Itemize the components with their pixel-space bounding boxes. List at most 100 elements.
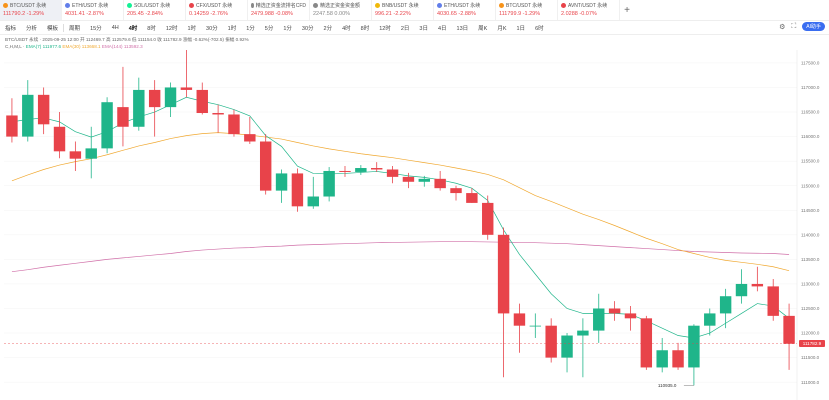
- interval-tab[interactable]: 13日: [456, 25, 469, 32]
- candle-body: [466, 193, 478, 203]
- interval-tab[interactable]: 1分: [246, 25, 255, 32]
- coin-icon: [437, 3, 442, 8]
- candle-body: [212, 113, 224, 115]
- ticker-tab[interactable]: ETH/USDT 永续 4030.65 -2.88%: [434, 0, 496, 20]
- ema-slow-label: EMA(144) 113592.3: [101, 44, 143, 49]
- ema-mid-label: EMA(30) 113668.1: [62, 44, 101, 49]
- y-tick-label: 111500.0: [801, 355, 820, 360]
- settings-icon[interactable]: ⚙: [779, 23, 786, 31]
- candle-body: [735, 283, 748, 297]
- interval-tab[interactable]: 15分: [90, 25, 102, 32]
- y-tick-label: 113000.0: [801, 282, 820, 287]
- interval-tab[interactable]: 月K: [497, 25, 507, 32]
- candle-body: [275, 173, 288, 191]
- candle-body: [386, 169, 399, 177]
- interval-tab[interactable]: 3日: [419, 25, 428, 32]
- ticker-name: CFX/USDT 永续: [189, 2, 244, 9]
- y-tick-label: 114000.0: [801, 232, 820, 237]
- ai-assistant-button[interactable]: AI助手: [802, 22, 825, 31]
- ticker-tab[interactable]: CFX/USDT 永续 0.14259 -2.76%: [186, 0, 248, 20]
- ticker-value: 111799.9 -1.29%: [499, 11, 541, 17]
- interval-tab[interactable]: 4时: [128, 25, 138, 32]
- candle-body: [418, 178, 430, 182]
- candle-body: [450, 188, 462, 194]
- ticker-tab[interactable]: 精选正资金资金额 2247.58 0.00%: [310, 0, 372, 20]
- ticker-tab[interactable]: BTC/USDT 永续 111799.9 -1.29%: [496, 0, 558, 20]
- interval-tab[interactable]: 4日: [437, 25, 447, 32]
- interval-tab[interactable]: 2分: [323, 25, 333, 32]
- ticker-bar: BTC/USDT 永续 111790.2 -1.29% ETH/USDT 永续 403…: [0, 0, 829, 21]
- ticker-value: 2479.988 -0.08%: [251, 11, 293, 17]
- candle-body: [434, 178, 446, 189]
- y-tick-label: 111000.0: [801, 380, 820, 385]
- candle-body: [545, 325, 557, 358]
- fullscreen-icon[interactable]: ⛶: [791, 22, 797, 30]
- candlestick-chart[interactable]: 111000.0 111500.0 112000.0 112500.0 113000.0…: [0, 50, 829, 400]
- toolbar-item[interactable]: 模板: [47, 25, 59, 32]
- candle-body: [22, 94, 34, 137]
- candle-body: [117, 107, 129, 127]
- toolbar-item[interactable]: 分析: [26, 25, 38, 32]
- ticker-tab[interactable]: BTC/USDT 永续 111790.2 -1.29%: [0, 0, 62, 20]
- candle-body: [783, 315, 795, 344]
- ticker-name: BTC/USDT 永续: [499, 2, 554, 9]
- candle-body: [228, 114, 240, 135]
- interval-tab[interactable]: 12时: [165, 25, 178, 32]
- ohlc-text: BTC/USDT 永续 · 2025-09-25 12:00 开 112469.…: [5, 37, 249, 42]
- ticker-value: 4031.41 -2.87%: [65, 11, 104, 17]
- candle-body: [402, 176, 415, 182]
- interval-tab[interactable]: 8时: [360, 25, 370, 32]
- interval-tab[interactable]: 6时: [535, 25, 544, 32]
- ticker-name: 精选正资金资金额: [313, 2, 368, 9]
- toolbar-item[interactable]: 指标: [5, 25, 17, 32]
- ema-info: C,H,M,L · EMA(7) 111977.6 EMA(30) 113668…: [5, 44, 143, 49]
- coin-icon: [65, 3, 70, 8]
- coin-icon: [3, 3, 8, 8]
- interval-tab[interactable]: 1时: [227, 25, 237, 32]
- ticker-tab[interactable]: 精选正资金流排名CFD 2479.988 -0.08%: [248, 0, 310, 20]
- interval-tab[interactable]: 1时: [187, 25, 197, 32]
- interval-tab[interactable]: 30分: [301, 25, 314, 32]
- y-tick-label: 114500.0: [801, 208, 820, 213]
- candle-body: [148, 89, 161, 108]
- y-tick-label: 115500.0: [801, 159, 820, 164]
- candle-body: [529, 325, 542, 327]
- candle-body: [164, 87, 177, 108]
- interval-tab[interactable]: 2日: [400, 25, 410, 32]
- ema-fast-line: [11, 96, 790, 339]
- ticker-tab[interactable]: SOL/USDT 永续 205.45 -2.84%: [124, 0, 186, 20]
- candle-body: [6, 115, 18, 137]
- coin-icon: [499, 3, 504, 8]
- candle-body: [53, 126, 66, 152]
- interval-tab[interactable]: 周K: [478, 25, 488, 32]
- ticker-tab[interactable]: BNB/USDT 永续 996.21 -2.22%: [372, 0, 434, 20]
- ema-prefix: C,H,M,L ·: [5, 44, 26, 49]
- interval-tab[interactable]: 12时: [379, 25, 391, 32]
- candle-body: [291, 173, 304, 207]
- ticker-name: BTC/USDT 永续: [3, 2, 58, 9]
- candle-body: [561, 335, 573, 358]
- interval-tab[interactable]: 1日: [516, 25, 526, 32]
- candle-body: [640, 318, 653, 368]
- ticker-name: AVNT/USDT 永续: [561, 2, 616, 9]
- ticker-name: ETH/USDT 永续: [437, 2, 492, 9]
- interval-tab[interactable]: 5分: [264, 25, 274, 32]
- interval-tab[interactable]: 4时: [342, 25, 351, 32]
- interval-tab[interactable]: 4H: [111, 24, 119, 31]
- ticker-value: 111790.2 -1.29%: [3, 11, 45, 17]
- interval-tab[interactable]: 8时: [147, 25, 156, 32]
- add-tab-button[interactable]: +: [624, 4, 630, 16]
- ticker-value: 2.0288 -0.07%: [561, 11, 597, 17]
- candle-body: [751, 283, 764, 287]
- candle-body: [244, 134, 256, 142]
- y-tick-label: 117500.0: [801, 61, 820, 66]
- ticker-tab[interactable]: AVNT/USDT 永续 2.0288 -0.07%: [558, 0, 620, 20]
- candle-body: [85, 148, 97, 159]
- ticker-value: 4030.65 -2.88%: [437, 11, 476, 17]
- interval-tab[interactable]: 周期: [69, 25, 81, 32]
- ticker-tab[interactable]: ETH/USDT 永续 4031.41 -2.87%: [62, 0, 124, 20]
- coin-icon: [189, 3, 194, 8]
- interval-tab[interactable]: 1分: [283, 25, 292, 32]
- coin-icon: [313, 3, 318, 8]
- interval-tab[interactable]: 30分: [206, 25, 218, 32]
